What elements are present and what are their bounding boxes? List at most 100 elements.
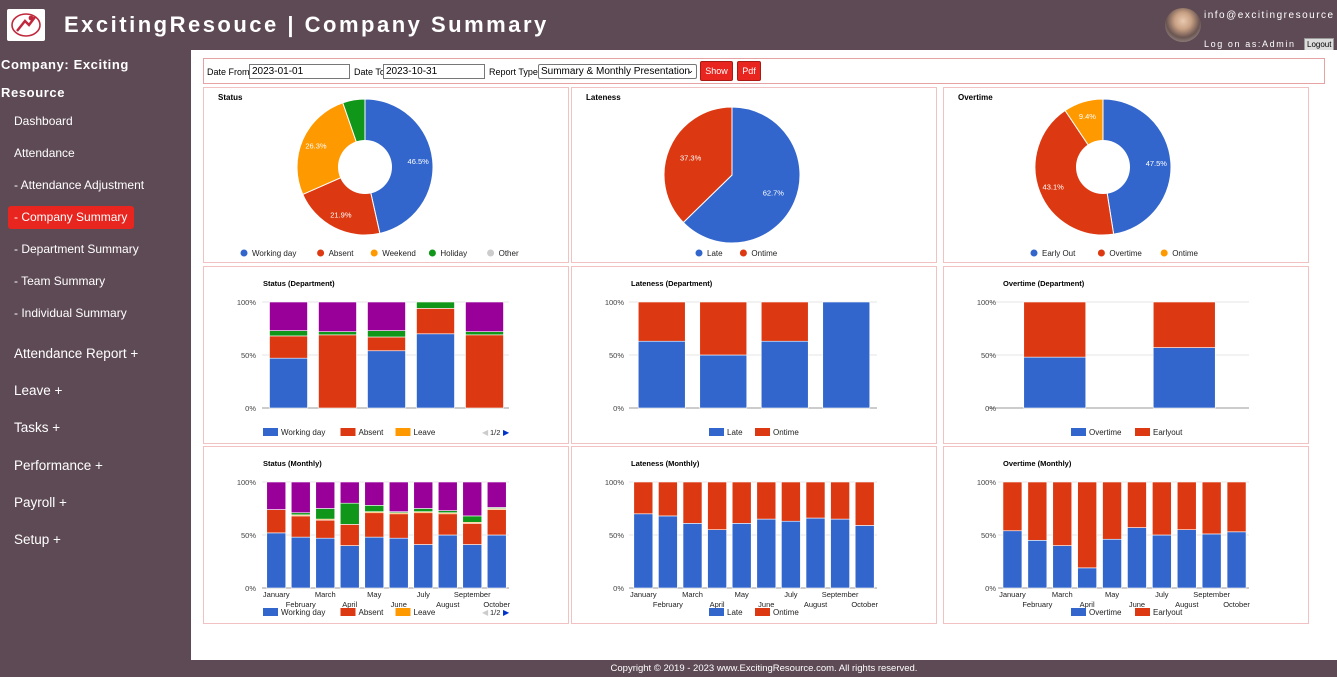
chart-title: Overtime (958, 93, 993, 102)
chart-panel-overtime-monthly: Overtime (Monthly) 100% 50% 0% January Februa… (943, 446, 1309, 624)
company-name-line2: Resource (1, 85, 66, 100)
pager-label: 1/2 (490, 608, 500, 617)
user-avatar[interactable] (1165, 8, 1201, 42)
bar-segment-earlyout (1127, 481, 1147, 528)
x-tick-label: August (1175, 600, 1199, 609)
lateness-department-chart: Lateness (Department) 100% 50% 0% Late Ontime (605, 279, 877, 437)
bar-segment-earlyout (1002, 481, 1023, 532)
show-button[interactable]: Show (700, 61, 733, 81)
pdf-button[interactable]: Pdf (737, 61, 761, 81)
legend-label-working-day: Working day (281, 428, 325, 437)
report-type-select[interactable]: Summary & Monthly Presentation ⌄ (538, 64, 697, 79)
bar-segment-unnamed (315, 481, 336, 509)
bar-segment-unnamed (413, 508, 434, 512)
sidebar-item-attendance-report[interactable]: Attendance Report + (14, 346, 139, 361)
status-department-chart: Status (Department) 100% 50% 0% Working day A… (237, 279, 510, 437)
legend-label-late: Late (727, 608, 743, 617)
y-tick-label: 100% (977, 478, 997, 487)
bar-segment-absent (388, 513, 409, 539)
sidebar-item-department-summary[interactable]: - Department Summary (14, 242, 139, 256)
bar-segment-unnamed (290, 481, 311, 514)
y-tick-label: 0% (985, 584, 996, 593)
sidebar-item-leave[interactable]: Leave + (14, 383, 63, 398)
chart-panel-lateness-department: Lateness (Department) 100% 50% 0% Late Ontime (571, 266, 937, 444)
sidebar-item-attendance[interactable]: Attendance (14, 146, 75, 160)
overtime-monthly-chart: Overtime (Monthly) 100% 50% 0%JanuaryFebrua… (977, 459, 1251, 617)
x-tick-label: August (804, 600, 828, 609)
bar-segment-earlyout (1226, 481, 1247, 533)
bar-segment-unnamed (266, 481, 287, 510)
login-status: Log on as:Admin (1204, 39, 1296, 49)
legend-marker-ontime (1160, 249, 1168, 257)
sidebar-item-dashboard[interactable]: Dashboard (14, 114, 73, 128)
chart-panel-lateness-monthly: Lateness (Monthly) 100% 50% 0% January Februa… (571, 446, 937, 624)
bar-segment-absent (413, 512, 434, 545)
x-tick-label: June (758, 600, 774, 609)
y-tick-label: 50% (241, 531, 256, 540)
bar-segment-unnamed (269, 301, 308, 331)
bar-segment-absent (269, 335, 308, 359)
status-pie-chart: Status 46.5% 21.9% 26.3% Working day Absent We… (218, 93, 519, 258)
sidebar-item-company-summary[interactable]: - Company Summary (8, 206, 135, 229)
x-tick-label: January (630, 590, 657, 599)
chart-panel-status-department: Status (Department) 100% 50% 0% Working day A… (203, 266, 569, 444)
legend-label-late: Late (707, 249, 723, 258)
bar-segment-overtime (1226, 531, 1247, 589)
date-from-input[interactable]: 2023-01-01 (249, 64, 350, 79)
legend-label-leave: Leave (414, 608, 436, 617)
app-logo[interactable] (7, 9, 45, 41)
bar-segment-earlyout (1152, 301, 1216, 348)
date-to-input[interactable]: 2023-10-31 (383, 64, 485, 79)
chart-panel-status-monthly: Status (Monthly) 100% 50% 0% January February… (203, 446, 569, 624)
sidebar-item-performance[interactable]: Performance + (14, 458, 103, 473)
bar-segment-absent (364, 512, 385, 538)
legend-label-working-day: Working day (252, 249, 296, 258)
bar-segment-late (822, 301, 871, 409)
bar-segment-unnamed (416, 301, 455, 309)
sidebar-item-attendance-adjustment[interactable]: - Attendance Adjustment (14, 178, 145, 192)
bar-segment-unnamed (367, 330, 406, 338)
chart-title: Lateness (Department) (631, 279, 713, 288)
sidebar-item-payroll[interactable]: Payroll + (14, 495, 67, 510)
bar-segment-absent (318, 334, 357, 409)
chart-title: Status (218, 93, 243, 102)
y-tick-label: 50% (981, 351, 996, 360)
sidebar-item-tasks[interactable]: Tasks + (14, 420, 61, 435)
sidebar-item-setup[interactable]: Setup + (14, 532, 61, 547)
bar-segment-earlyout (1077, 481, 1097, 569)
bar-segment-absent (367, 336, 406, 352)
x-tick-label: May (735, 590, 749, 599)
bar-segment-working-day (388, 537, 409, 589)
bar-segment-ontime (854, 481, 875, 526)
legend-label-ontime: Ontime (751, 249, 777, 258)
bar-segment-unnamed (486, 481, 507, 508)
lateness-pie-chart: Lateness 62.7% 37.3% Late Ontime (586, 93, 801, 258)
legend-marker-holiday (428, 249, 436, 257)
date-to-label: Date To (354, 67, 385, 77)
x-tick-label: February (1022, 600, 1052, 609)
x-tick-label: March (682, 590, 703, 599)
legend-marker-overtime (1071, 428, 1086, 436)
legend-label-ontime: Ontime (773, 608, 799, 617)
bar-segment-working-day (266, 532, 287, 589)
sidebar-item-team-summary[interactable]: - Team Summary (14, 274, 106, 288)
bar-segment-ontime (707, 481, 727, 531)
bar-segment-earlyout (1027, 481, 1048, 541)
pager-prev-icon: ◀ (482, 428, 489, 437)
x-tick-label: April (1080, 600, 1095, 609)
report-type-value: Summary & Monthly Presentation (541, 66, 690, 77)
bar-segment-working-day (462, 544, 483, 589)
pie-slice-label: 62.7% (763, 188, 785, 197)
y-tick-label: 100% (237, 298, 257, 307)
legend-marker-working-day (263, 608, 278, 616)
bar-segment-working-day (416, 333, 455, 409)
y-tick-label: 50% (241, 351, 256, 360)
chart-panel-status: Status 46.5% 21.9% 26.3% Working day Absent We… (203, 87, 569, 263)
bar-segment-working-day (364, 536, 385, 589)
sidebar-item-individual-summary[interactable]: - Individual Summary (14, 306, 127, 320)
legend-label-holiday: Holiday (440, 249, 467, 258)
bar-segment-late (805, 517, 826, 589)
overtime-pie-chart: Overtime 47.5% 43.1% 9.4% Early Out Overtime O… (958, 93, 1199, 258)
filter-bar: Date From 2023-01-01 Date To 2023-10-31 … (203, 58, 1325, 84)
bar-segment-absent (465, 334, 504, 409)
